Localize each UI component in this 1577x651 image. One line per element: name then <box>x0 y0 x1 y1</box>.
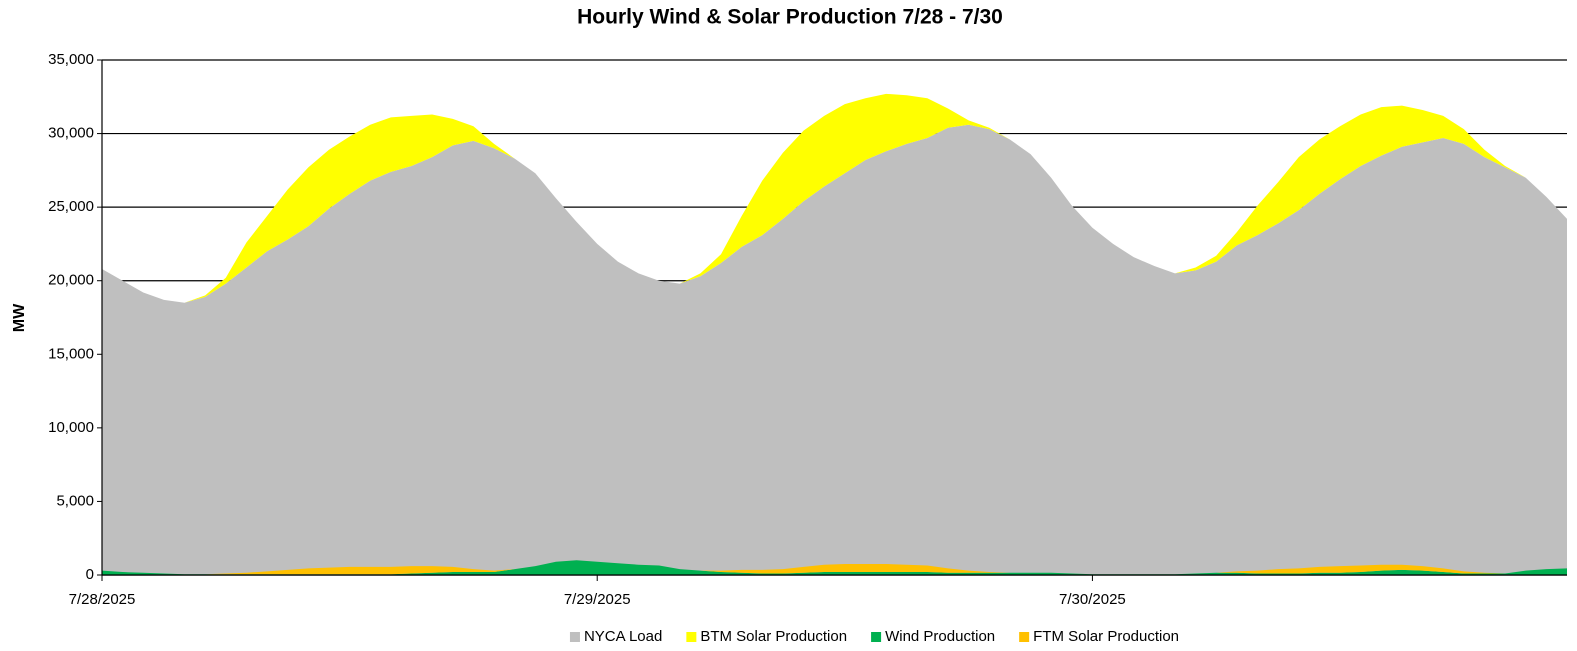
legend-label: BTM Solar Production <box>700 628 847 645</box>
legend-swatch <box>569 632 580 642</box>
area <box>102 93 1567 303</box>
legend: NYCA Load BTM Solar Production Wind Produc… <box>569 628 1179 645</box>
legend-swatch <box>871 632 882 642</box>
x-tick-label: 7/29/2025 <box>564 591 631 608</box>
y-tick-label: 10,000 <box>48 419 94 436</box>
x-tick-label: 7/28/2025 <box>69 591 136 608</box>
plot-area <box>102 93 1567 576</box>
chart-title: Hourly Wind & Solar Production 7/28 - 7/… <box>577 6 1003 29</box>
legend-swatch <box>1019 632 1030 642</box>
axes: 0 5,000 10,000 15,000 20,000 25,000 30,000 35,0… <box>48 51 1567 608</box>
y-tick-label: 0 <box>86 566 94 583</box>
y-tick-label: 35,000 <box>48 51 94 68</box>
legend-label: NYCA Load <box>584 628 662 645</box>
y-tick-label: 15,000 <box>48 345 94 362</box>
y-tick-label: 20,000 <box>48 272 94 289</box>
y-tick-label: 25,000 <box>48 198 94 215</box>
legend-label: FTM Solar Production <box>1033 628 1179 645</box>
area <box>102 560 1567 575</box>
y-axis-title: MW <box>11 303 28 332</box>
legend-swatch <box>686 632 697 642</box>
x-tick-label: 7/30/2025 <box>1059 591 1126 608</box>
y-tick-label: 30,000 <box>48 125 94 142</box>
area <box>102 560 1567 575</box>
area <box>102 124 1567 576</box>
legend-label: Wind Production <box>885 628 995 645</box>
y-tick-label: 5,000 <box>56 492 94 509</box>
